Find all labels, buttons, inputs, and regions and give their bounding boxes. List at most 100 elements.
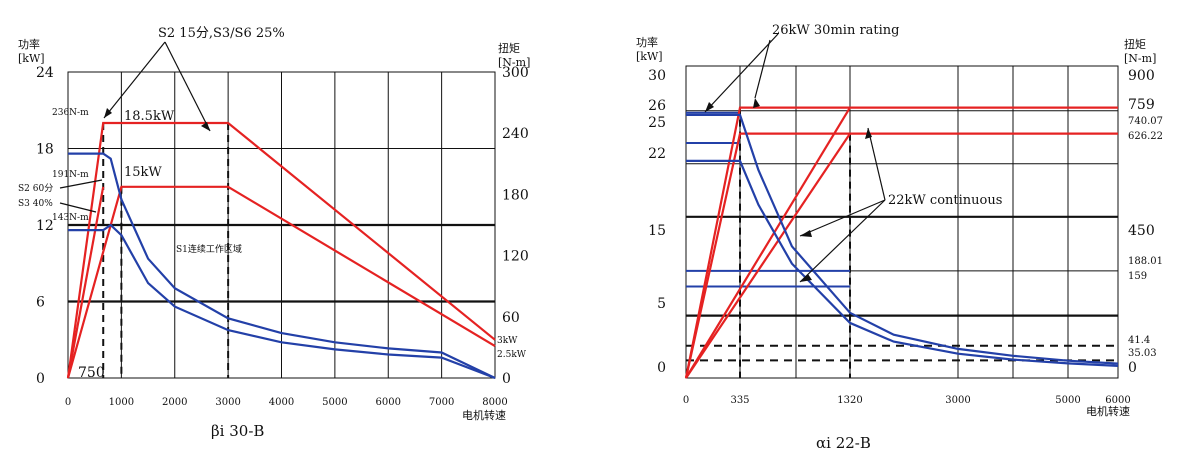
right-x-tick-1320: 1320 <box>837 395 862 406</box>
left-torque-tick-120: 120 <box>502 249 529 265</box>
right-series-power-3 <box>685 132 851 379</box>
right-torque-tick-740.07: 740.07 <box>1128 116 1163 127</box>
right-x-tick-5000: 5000 <box>1055 395 1080 406</box>
right-chart-ai22b: 0 335 1320 3000 5000 6000051522252630035.0341… <box>636 23 1163 452</box>
right-annotation-30min: 26kW 30min rating <box>772 23 900 38</box>
left-series-power-0 <box>66 121 496 379</box>
left-power-tick-18: 18 <box>36 142 54 158</box>
left-torque-tick-300: 300 <box>502 65 529 81</box>
right-torque-tick-35.03: 35.03 <box>1128 348 1157 359</box>
right-x-axis-label: 电机转速 <box>1086 404 1130 418</box>
right-torque-tick-626.22: 626.22 <box>1128 131 1163 142</box>
left-tick-labels: 0 1000 2000 3000 4000 5000 6000 7000 80000612182… <box>36 65 529 408</box>
left-torque-axis-label: 扭矩 <box>498 41 520 55</box>
left-annotation-750: 750 <box>78 365 105 381</box>
left-chart-bi30b: 0 1000 2000 3000 4000 5000 6000 7000 80000612182… <box>18 26 530 440</box>
right-pointer-cont-c <box>799 199 886 283</box>
left-power-tick-12: 12 <box>36 218 54 234</box>
left-x-tick-0: 0 <box>65 397 71 408</box>
left-power-axis-label: 功率 <box>18 37 40 51</box>
right-torque-tick-41.4: 41.4 <box>1128 335 1150 346</box>
right-x-tick-0: 0 <box>683 395 689 406</box>
left-x-tick-6000: 6000 <box>376 397 401 408</box>
right-power-tick-15: 15 <box>648 223 666 239</box>
right-pointer-cont-b <box>799 199 886 237</box>
left-x-tick-4000: 4000 <box>269 397 294 408</box>
right-torque-tick-450: 450 <box>1128 223 1155 239</box>
left-pointer-heads <box>104 108 210 131</box>
left-series-torque-4 <box>68 223 496 380</box>
right-torque-tick-159: 159 <box>1128 271 1147 282</box>
left-annotation-143nm: 143N-m <box>52 213 89 223</box>
right-power-tick-30: 30 <box>648 68 666 84</box>
left-annotation-236nm: 236N-m <box>52 108 89 118</box>
left-x-tick-2000: 2000 <box>162 397 187 408</box>
right-series-power-2 <box>685 107 851 379</box>
left-torque-tick-180: 180 <box>502 187 529 203</box>
left-pointer-s3 <box>59 202 97 213</box>
right-pointer-lines <box>704 33 886 283</box>
right-tick-labels: 0 335 1320 3000 5000 6000051522252630035.0341… <box>648 68 1163 406</box>
right-pointer-rating-b <box>754 39 771 99</box>
left-torque-tick-0: 0 <box>502 371 511 387</box>
right-power-axis-unit: [kW] <box>636 50 663 63</box>
left-x-tick-5000: 5000 <box>322 397 347 408</box>
right-torque-tick-900: 900 <box>1128 68 1155 84</box>
right-annotation-continuous: 22kW continuous <box>888 193 1002 208</box>
right-torque-axis-label: 扭矩 <box>1124 37 1146 51</box>
left-chart-title: βi 30-B <box>211 422 264 440</box>
left-grid <box>67 71 496 379</box>
left-annotation-s3-40: S3 40% <box>18 199 53 209</box>
right-torque-tick-0: 0 <box>1128 360 1137 376</box>
right-power-tick-0: 0 <box>657 360 666 376</box>
right-power-tick-5: 5 <box>657 296 666 312</box>
left-x-axis-label: 电机转速 <box>462 408 506 422</box>
left-series-power-1 <box>66 185 496 379</box>
left-x-tick-8000: 8000 <box>482 397 507 408</box>
left-annotation-s2-60: S2 60分 <box>18 183 53 194</box>
left-arrowhead-2 <box>201 122 210 131</box>
left-torque-axis-unit: [N-m] <box>498 56 530 69</box>
left-pointer-s2 <box>59 179 103 189</box>
right-power-tick-22: 22 <box>648 146 666 162</box>
right-arrowhead-1 <box>705 102 714 112</box>
right-arrowhead-2 <box>753 98 760 108</box>
left-annotation-s1-area: S1连续工作区域 <box>176 243 242 255</box>
left-annotation-191nm: 191N-m <box>52 170 89 180</box>
right-pointer-heads <box>705 98 872 282</box>
right-power-tick-25: 25 <box>648 115 666 131</box>
left-pointer-to-236 <box>103 41 166 119</box>
left-annotation-short-rating: S2 15分,S3/S6 25% <box>158 26 285 41</box>
left-series-torque-3 <box>68 152 496 379</box>
left-power-tick-24: 24 <box>36 65 54 81</box>
left-power-tick-6: 6 <box>36 295 45 311</box>
right-pointer-rating-a <box>704 33 779 113</box>
right-torque-tick-759: 759 <box>1128 97 1155 113</box>
right-arrowhead-4 <box>800 230 812 237</box>
left-x-tick-3000: 3000 <box>215 397 240 408</box>
right-pointer-cont-a <box>867 127 886 201</box>
right-series-torque-4 <box>686 113 1119 365</box>
right-torque-axis-unit: [N-m] <box>1124 52 1156 65</box>
right-series-group <box>684 106 1119 379</box>
right-x-tick-6000: 6000 <box>1105 395 1130 406</box>
right-x-tick-3000: 3000 <box>945 395 970 406</box>
left-power-axis-unit: [kW] <box>18 52 45 65</box>
left-annotation-18-5kw: 18.5kW <box>124 109 175 124</box>
left-power-tick-0: 0 <box>36 371 45 387</box>
left-pointer-lines <box>59 41 211 213</box>
left-torque-tick-240: 240 <box>502 126 529 142</box>
left-arrowhead-1 <box>104 108 112 118</box>
right-power-axis-label: 功率 <box>636 35 658 49</box>
left-torque-tick-60: 60 <box>502 310 520 326</box>
left-annotation-3kw: 3kW <box>497 336 518 346</box>
left-series-group <box>66 121 496 380</box>
right-series-power-0 <box>684 106 1118 379</box>
left-pointer-to-plateau <box>164 41 211 132</box>
left-series-power-2 <box>66 186 105 379</box>
right-torque-tick-188.01: 188.01 <box>1128 256 1163 267</box>
right-arrowhead-3 <box>865 128 872 139</box>
right-power-tick-26: 26 <box>648 98 666 114</box>
right-chart-title: αi 22-B <box>816 434 871 452</box>
